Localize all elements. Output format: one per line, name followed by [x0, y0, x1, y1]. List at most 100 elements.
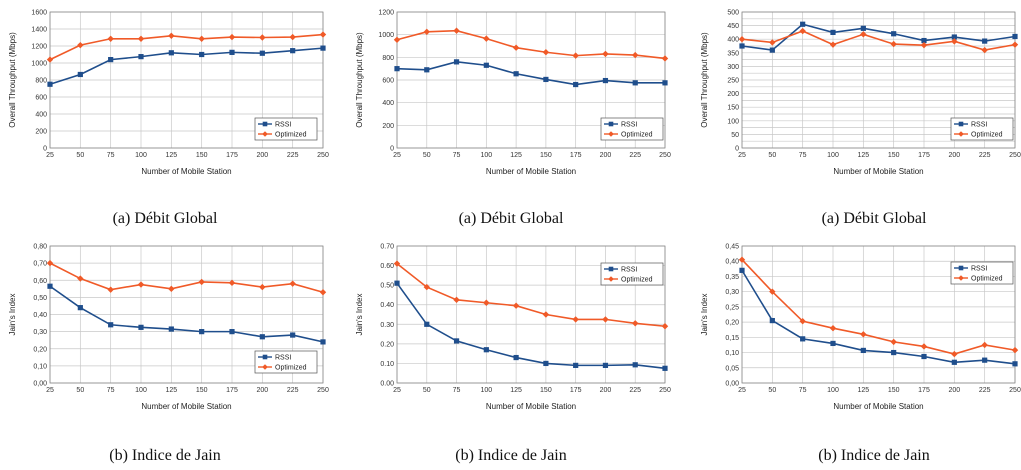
x-tick-label: 125 [510, 387, 522, 394]
data-point-rssi [47, 283, 53, 289]
x-tick-label: 125 [857, 152, 869, 159]
x-tick-label: 225 [979, 152, 991, 159]
y-axis-title: Jain's Index [8, 294, 17, 336]
x-tick-label: 225 [287, 387, 299, 394]
x-tick-label: 75 [453, 152, 461, 159]
y-tick-label: 350 [727, 50, 739, 57]
data-point-optimized [259, 34, 266, 41]
data-point-rssi [483, 62, 489, 68]
data-point-optimized [769, 39, 776, 46]
data-point-optimized [319, 31, 327, 38]
x-tick-label: 175 [226, 387, 238, 394]
data-point-rssi [199, 51, 205, 58]
data-point-rssi [891, 31, 897, 37]
y-tick-label: 0,70 [33, 261, 47, 268]
data-point-optimized [512, 44, 520, 51]
y-tick-label: 0,30 [33, 329, 47, 336]
data-point-optimized [289, 280, 296, 287]
x-tick-label: 100 [827, 152, 839, 159]
legend-marker [958, 131, 964, 137]
data-point-optimized [137, 35, 145, 42]
legend-label: Optimized [275, 132, 307, 139]
y-tick-label: 400 [35, 112, 47, 119]
x-axis-title: Number of Mobile Station [833, 167, 923, 176]
data-point-optimized [860, 331, 867, 338]
y-tick-label: 600 [35, 95, 47, 102]
series-line-rssi [396, 282, 666, 370]
data-point-optimized [981, 341, 988, 349]
x-tick-label: 25 [738, 387, 746, 394]
x-axis-title: Number of Mobile Station [486, 167, 576, 176]
series-line-optimized [396, 29, 666, 60]
y-tick-label: 0.10 [380, 361, 394, 368]
data-point-rssi [602, 362, 609, 368]
data-point-rssi [290, 48, 296, 54]
y-tick-label: 200 [382, 123, 394, 130]
legend: RSSI Optimized [254, 350, 318, 374]
data-point-rssi [921, 353, 927, 360]
data-point-rssi [1012, 33, 1018, 40]
legend: RSSI Optimized [950, 117, 1014, 141]
chart-panel-1: 0 200 400 600 800 1000 1200 1400 1600 25 50 75 100 12… [8, 10, 329, 228]
data-point-optimized [799, 317, 806, 325]
data-point-optimized [602, 316, 609, 323]
y-axis-title: Jain's Index [355, 294, 364, 336]
x-tick-label: 175 [570, 152, 582, 159]
y-tick-label: 1600 [31, 10, 47, 17]
data-point-rssi [513, 71, 519, 77]
x-axis-title: Number of Mobile Station [141, 167, 231, 176]
data-point-rssi [138, 324, 144, 330]
x-tick-label: 75 [799, 387, 807, 394]
data-point-rssi [830, 340, 836, 347]
x-tick-label: 75 [107, 152, 115, 159]
data-point-rssi [77, 305, 83, 311]
y-tick-label: 1000 [378, 32, 394, 39]
x-tick-label: 25 [738, 152, 746, 159]
data-point-rssi [259, 50, 265, 56]
figure-caption: (b) Indice de Jain [818, 447, 930, 464]
y-tick-label: 200 [727, 91, 739, 98]
legend-label: RSSI [275, 122, 291, 129]
y-tick-label: 400 [382, 100, 394, 107]
legend-label: Optimized [971, 276, 1003, 283]
legend-label: RSSI [621, 267, 637, 274]
y-tick-label: 0 [735, 146, 739, 153]
y-tick-label: 0 [43, 146, 47, 153]
data-point-rssi [982, 357, 988, 363]
y-tick-label: 500 [727, 10, 739, 17]
series-line-rssi [396, 61, 665, 86]
data-point-optimized [572, 316, 579, 323]
legend-label: Optimized [621, 277, 653, 284]
data-point-rssi [573, 81, 579, 88]
y-tick-label: 600 [382, 78, 394, 85]
y-tick-label: 0 [390, 146, 394, 153]
legend-marker [608, 131, 614, 137]
legend-marker [262, 354, 268, 360]
data-point-rssi [662, 365, 668, 371]
data-point-optimized [319, 289, 327, 296]
legend-label: RSSI [621, 122, 637, 129]
plot-frame [741, 245, 1016, 384]
y-axis-title: Jain's Index [700, 294, 709, 336]
x-tick-label: 225 [629, 387, 641, 394]
y-tick-label: 0,40 [725, 259, 739, 266]
y-tick-label: 0,40 [33, 312, 47, 319]
legend: RSSI Optimized [254, 117, 318, 141]
y-tick-label: 0.50 [380, 283, 394, 290]
x-tick-label: 25 [46, 387, 54, 394]
data-point-optimized [1011, 346, 1019, 354]
x-tick-label: 150 [888, 387, 900, 394]
data-point-optimized [769, 288, 776, 295]
data-point-rssi [769, 317, 775, 324]
y-tick-label: 0,30 [725, 289, 739, 296]
y-tick-label: 100 [727, 118, 739, 125]
data-point-optimized [951, 38, 958, 45]
data-point-optimized [738, 36, 746, 43]
data-point-optimized [107, 286, 114, 293]
data-point-rssi [632, 80, 638, 86]
y-tick-label: 0,80 [33, 244, 47, 251]
y-tick-label: 0,20 [33, 346, 47, 353]
figure-caption: (a) Débit Global [459, 210, 564, 227]
data-point-optimized [920, 41, 928, 49]
data-point-rssi [830, 29, 836, 35]
